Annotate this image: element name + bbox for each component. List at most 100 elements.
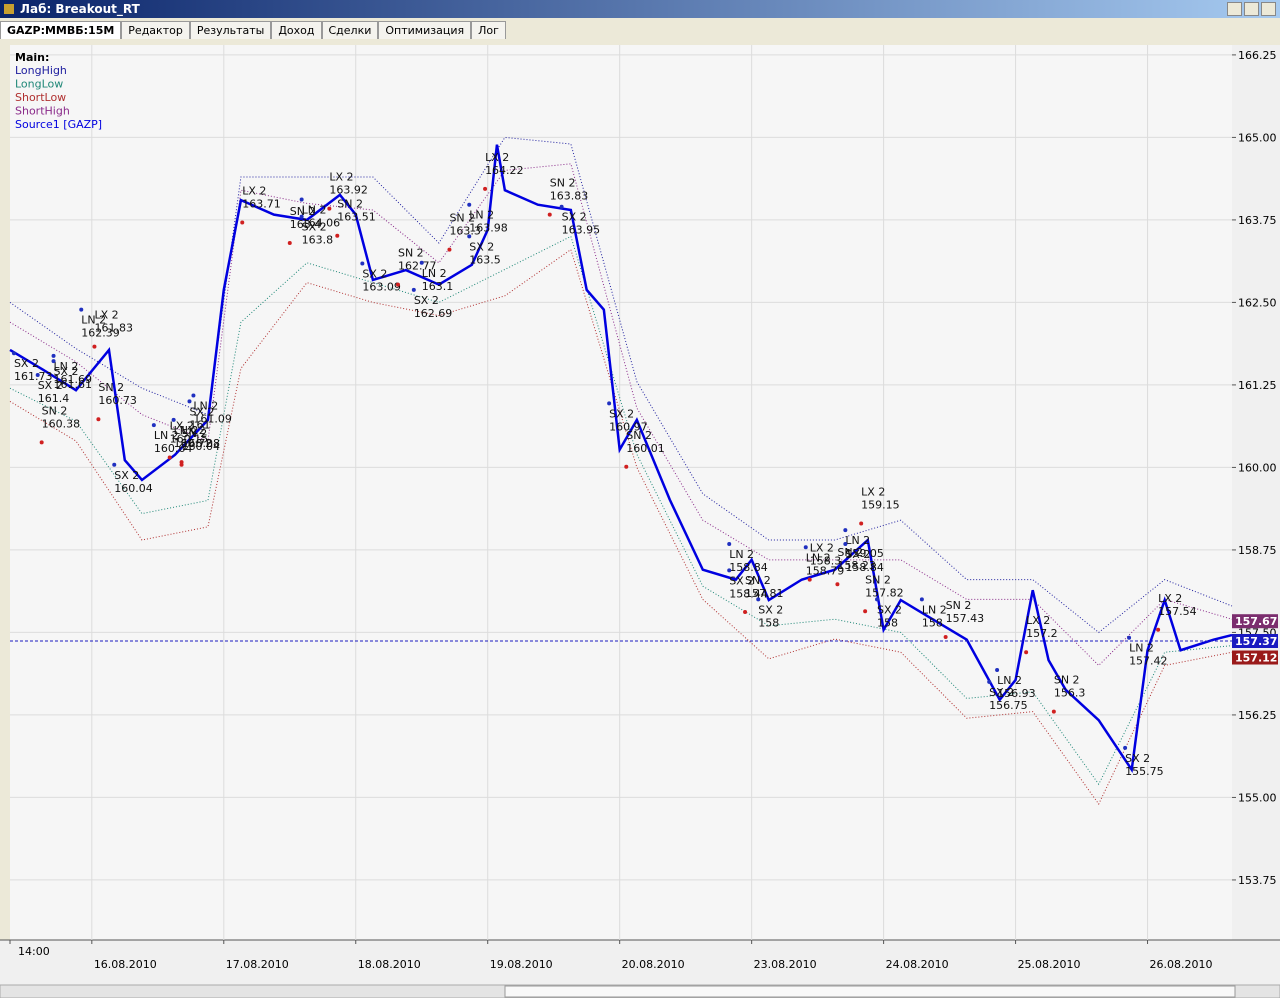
signal-value: 160.72 bbox=[174, 437, 213, 450]
signal-value: 158 bbox=[922, 616, 943, 629]
signal-point bbox=[299, 214, 304, 219]
x-axis-area bbox=[0, 940, 1280, 985]
signal-name: SN 2 bbox=[550, 177, 576, 190]
x-tick-label: 14:00 bbox=[18, 945, 50, 958]
price-label-box bbox=[1232, 634, 1278, 649]
price-label: 157.12 bbox=[1235, 652, 1277, 665]
price-line bbox=[9, 144, 1233, 774]
tab[interactable]: Доход bbox=[271, 21, 322, 39]
signal-name: LX 2 bbox=[182, 424, 206, 437]
signal-name: SX 2 bbox=[1125, 752, 1150, 765]
signal-value: 161.69 bbox=[54, 373, 93, 386]
x-tick-label: 20.08.2010 bbox=[622, 958, 685, 971]
signal-name: SN 2 bbox=[946, 599, 972, 612]
signal-name: SN 2 bbox=[1054, 674, 1080, 687]
signal-name: LN 2 bbox=[174, 424, 199, 437]
price-label: 157.37 bbox=[1235, 635, 1277, 648]
signal-name: LX 2 bbox=[329, 171, 353, 184]
signal-name: SX 2 bbox=[114, 469, 139, 482]
signal-value: 160.04 bbox=[182, 440, 221, 453]
signal-name: SX 2 bbox=[38, 379, 63, 392]
signal-value: 161.09 bbox=[193, 412, 232, 425]
tab[interactable]: Редактор bbox=[121, 21, 190, 39]
signal-point bbox=[299, 197, 304, 202]
y-tick-label: 155.00 bbox=[1238, 791, 1277, 804]
tab[interactable]: GAZP:ММВБ:15M bbox=[0, 21, 122, 39]
tab[interactable]: Оптимизация bbox=[378, 21, 472, 39]
signal-point bbox=[987, 679, 992, 684]
signal-name: LN 2 bbox=[922, 603, 947, 616]
signal-name: LN 2 bbox=[1129, 642, 1154, 655]
price-label-box bbox=[1232, 614, 1278, 629]
signal-point bbox=[467, 234, 472, 239]
signal-value: 163.71 bbox=[242, 198, 281, 211]
tab[interactable]: Лог bbox=[471, 21, 506, 39]
signal-point bbox=[624, 464, 629, 469]
signal-value: 160.38 bbox=[42, 417, 81, 430]
signal-point bbox=[483, 186, 488, 191]
signal-name: SN 2 bbox=[865, 573, 891, 586]
window-title: Лаб: Breakout_RT bbox=[20, 2, 140, 16]
signal-value: 160.73 bbox=[98, 394, 136, 407]
signal-value: 157.43 bbox=[946, 612, 985, 625]
signal-name: LX 2 bbox=[861, 486, 885, 499]
signal-value: 160.15 bbox=[170, 433, 209, 446]
signal-point bbox=[919, 597, 924, 602]
signal-point bbox=[447, 247, 452, 252]
signal-value: 160.97 bbox=[609, 420, 648, 433]
signal-value: 158.79 bbox=[806, 564, 845, 577]
signal-point bbox=[743, 609, 748, 614]
signal-point bbox=[843, 541, 848, 546]
signal-value: 157.81 bbox=[745, 587, 784, 600]
close[interactable] bbox=[1261, 2, 1276, 16]
signal-name: SN 2 bbox=[626, 429, 652, 442]
x-tick-label: 23.08.2010 bbox=[754, 958, 817, 971]
signal-name: LX 2 bbox=[1158, 592, 1182, 605]
signal-value: 155.75 bbox=[1125, 765, 1164, 778]
signal-value: 158 bbox=[877, 616, 898, 629]
signal-value: 163.83 bbox=[550, 190, 589, 203]
signal-value: 160.01 bbox=[626, 442, 665, 455]
signal-name: LX 2 bbox=[94, 309, 118, 322]
signal-value: 163.3 bbox=[449, 225, 481, 238]
signal-name: SX 2 bbox=[189, 405, 214, 418]
tab-bar: GAZP:ММВБ:15M Редактор Результаты Доход Сдел… bbox=[0, 19, 1280, 40]
tab[interactable]: Сделки bbox=[321, 21, 379, 39]
tab[interactable]: Результаты bbox=[189, 21, 272, 39]
signal-point bbox=[151, 423, 156, 428]
signal-name: SN 2 bbox=[337, 198, 363, 211]
signal-name: LN 2 bbox=[81, 314, 106, 327]
signal-point bbox=[112, 462, 117, 467]
signal-point bbox=[187, 399, 192, 404]
signal-name: SN 2 bbox=[182, 427, 208, 440]
signal-point bbox=[547, 212, 552, 217]
signal-name: LN 2 bbox=[302, 203, 327, 216]
signal-name: LX 2 bbox=[242, 185, 266, 198]
signal-name: SN 2 bbox=[98, 381, 124, 394]
signal-point bbox=[1051, 709, 1056, 714]
price-label: 157.67 bbox=[1235, 615, 1277, 628]
signal-point bbox=[843, 528, 848, 533]
y-tick-label: 153.75 bbox=[1238, 874, 1277, 887]
signal-name: LX 2 bbox=[1026, 614, 1050, 627]
signal-value: 163.5 bbox=[469, 253, 501, 266]
signal-value: 161.73 bbox=[14, 370, 53, 383]
signal-point bbox=[467, 202, 472, 207]
legend-entry: LongHigh bbox=[15, 64, 67, 77]
signal-point bbox=[607, 401, 612, 406]
signal-point bbox=[240, 220, 245, 225]
signal-point bbox=[835, 582, 840, 587]
signal-name: SX 2 bbox=[609, 407, 634, 420]
signal-name: SX 2 bbox=[758, 603, 783, 616]
signal-value: 164.06 bbox=[302, 216, 341, 229]
signal-point bbox=[327, 206, 332, 211]
maximize[interactable] bbox=[1244, 2, 1259, 16]
signal-value: 156.3 bbox=[1054, 687, 1086, 700]
signal-name: SN 2 bbox=[745, 574, 771, 587]
minimize[interactable] bbox=[1227, 2, 1242, 16]
signal-value: 161.61 bbox=[54, 378, 93, 391]
signal-value: 158.3 bbox=[810, 555, 842, 568]
signal-value: 160.64 bbox=[154, 442, 193, 455]
signal-value: 160.08 bbox=[182, 437, 221, 450]
signal-point bbox=[395, 282, 400, 287]
